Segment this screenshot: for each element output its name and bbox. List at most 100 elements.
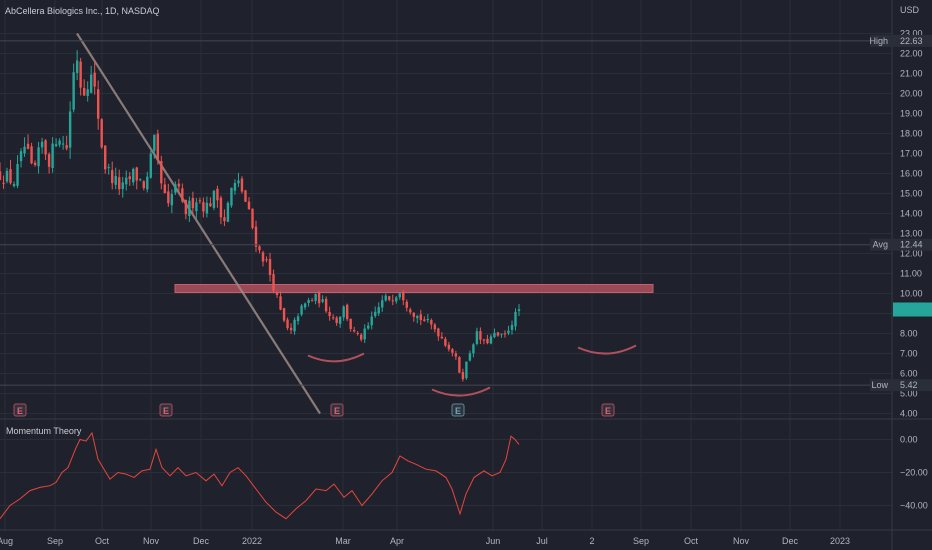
candle-body	[300, 305, 303, 315]
price-tick-label: 21.00	[900, 69, 923, 79]
candlestick-series	[0, 50, 521, 382]
candle-body	[465, 361, 468, 379]
candle-body	[33, 162, 37, 165]
candle-body	[104, 145, 107, 170]
candle-body	[226, 202, 230, 222]
candle-body	[510, 324, 514, 330]
candle-body	[482, 339, 486, 341]
candle-body	[191, 197, 195, 209]
candle-body	[128, 176, 131, 180]
candle-body	[212, 190, 216, 208]
candle-body	[240, 178, 244, 192]
candle-body	[40, 141, 44, 148]
indicator-tick-label: −40.00	[900, 501, 928, 511]
candle-body	[89, 74, 93, 93]
indicator-grid	[0, 439, 892, 506]
price-tick-label: 4.00	[900, 409, 918, 419]
candle-body	[205, 202, 209, 214]
candle-body	[423, 319, 426, 321]
candle-body	[118, 177, 121, 190]
candle-body	[363, 328, 366, 340]
candle-body	[68, 111, 72, 148]
price-tick-label: 5.00	[900, 389, 918, 399]
earnings-badge-letter: E	[455, 406, 461, 416]
candle-body	[247, 201, 251, 210]
candle-body	[132, 168, 135, 183]
cup-pattern-arc	[307, 352, 365, 363]
price-tick-label: 18.00	[900, 129, 923, 139]
price-marker-value-box	[893, 379, 932, 392]
candle-body	[244, 190, 247, 202]
candle-body	[82, 88, 86, 96]
candle-body	[230, 187, 233, 206]
candle-body	[349, 318, 352, 329]
candle-body	[303, 303, 307, 308]
candle-body	[93, 72, 96, 87]
candle-body	[177, 183, 181, 187]
time-tick-label: Nov	[143, 536, 160, 546]
last-price-label	[893, 302, 932, 317]
candle-body	[37, 147, 40, 167]
price-marker-label: Avg	[873, 240, 888, 250]
earnings-badge-box	[451, 403, 465, 417]
candle-body	[405, 301, 408, 308]
cup-pattern-arc	[431, 386, 491, 397]
time-tick-label: Nov	[733, 536, 750, 546]
candle-body	[272, 274, 275, 291]
candle-body	[146, 176, 149, 190]
candle-body	[486, 338, 489, 344]
earnings-badge-box	[13, 403, 27, 417]
candle-body	[268, 259, 272, 276]
price-tick-label: 16.00	[900, 169, 923, 179]
candle-body	[454, 353, 458, 357]
candle-body	[468, 353, 472, 361]
pattern-arcs	[307, 344, 637, 397]
price-tick-label: 14.00	[900, 209, 923, 219]
candle-body	[265, 259, 268, 261]
candle-body	[395, 297, 398, 302]
candle-body	[374, 311, 377, 316]
earnings-badge-box	[159, 403, 173, 417]
candle-body	[451, 349, 454, 353]
candle-body	[342, 306, 345, 318]
candle-body	[289, 327, 293, 331]
candle-body	[377, 307, 380, 314]
time-tick-label: Jul	[536, 536, 548, 546]
candle-body	[19, 151, 23, 162]
candle-body	[51, 143, 54, 168]
indicator-axis[interactable]: 0.00 −20.00 −40.00	[900, 435, 928, 511]
candle-body	[433, 324, 437, 330]
candle-body	[47, 154, 51, 167]
price-tick-label: 19.00	[900, 109, 923, 119]
candle-body	[370, 316, 373, 326]
candle-body	[9, 169, 12, 184]
indicator-title[interactable]: Momentum Theory	[6, 426, 82, 436]
candle-body	[356, 332, 359, 334]
time-axis[interactable]: Aug Sep Oct Nov Dec 2022 Mar Apr Jun Jul 2 Sep Oct No…	[0, 536, 850, 546]
candle-body	[251, 208, 254, 228]
price-marker-low: Low 5.42	[0, 379, 932, 392]
candle-body	[461, 372, 465, 380]
price-marker-label-box	[870, 238, 892, 251]
cup-pattern-arc	[577, 344, 637, 355]
candle-body	[233, 183, 237, 191]
candle-body	[75, 60, 79, 73]
candle-body	[317, 292, 321, 304]
candle-body	[335, 317, 338, 323]
time-tick-label: 2022	[242, 536, 262, 546]
indicator-tick-label: −20.00	[900, 468, 928, 478]
price-tick-label: 12.00	[900, 249, 923, 259]
candle-body	[479, 331, 482, 340]
time-tick-label: 2023	[830, 536, 850, 546]
candle-body	[54, 144, 58, 147]
candle-body	[514, 311, 517, 327]
candle-body	[202, 202, 205, 212]
candle-body	[430, 320, 433, 325]
symbol-title[interactable]: AbCellera Biologics Inc., 1D, NASDAQ	[5, 6, 160, 16]
price-marker-high: High 22.63	[0, 34, 932, 47]
price-axis[interactable]: 4.005.006.007.008.009.0010.0011.0012.001…	[900, 29, 923, 419]
candle-body	[142, 181, 145, 189]
price-tick-label: 11.00	[900, 269, 922, 279]
